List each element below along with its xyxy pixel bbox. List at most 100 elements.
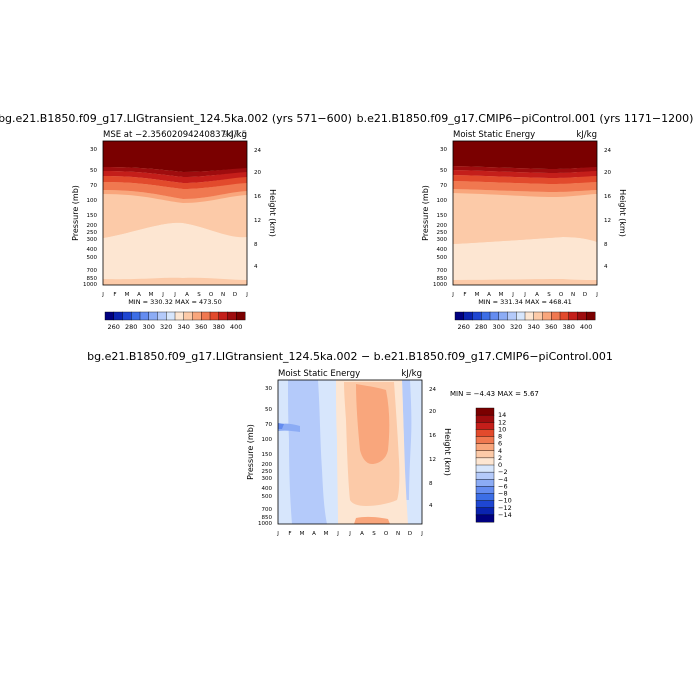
panel-3-xtick: A xyxy=(360,531,364,537)
colorbar-label: 8 xyxy=(498,433,502,441)
colorbar-label: 4 xyxy=(498,447,502,455)
colorbar-swatch xyxy=(475,422,495,430)
colorbar-label: 340 xyxy=(178,323,190,331)
panel-3-xtick: O xyxy=(384,531,389,537)
panel-1-band-340 xyxy=(103,194,247,238)
panel-1-plot xyxy=(103,141,247,285)
panel-1-ytick: 30 xyxy=(90,147,97,153)
colorbar-swatch xyxy=(201,311,211,321)
colorbar-swatch xyxy=(475,407,495,416)
colorbar-swatch xyxy=(148,311,158,321)
panel-2-ytick: 50 xyxy=(440,168,447,174)
colorbar-label: 400 xyxy=(230,323,242,331)
panel-2-band-bottom xyxy=(453,279,597,285)
panel-1-ytick-right: 8 xyxy=(254,242,258,248)
colorbar-swatch xyxy=(551,311,561,321)
panel-1-xtick: A xyxy=(137,292,141,298)
colorbar-swatch xyxy=(122,311,132,321)
colorbar-swatch xyxy=(516,311,526,321)
panel-3-xtick: J xyxy=(348,531,351,537)
panel-2-frame xyxy=(452,140,598,286)
panel-1-x-axis: J F M A M J J A S O N D J xyxy=(101,292,248,298)
panel-2-xtick: N xyxy=(571,292,575,298)
panel-3-xtick: M xyxy=(324,531,329,537)
colorbar-label: −10 xyxy=(498,497,512,505)
panel-1: bg.e21.B1850.f09_g17.LIGtransient_124.5k… xyxy=(0,112,352,331)
panel-2-ytick: 250 xyxy=(437,230,448,236)
panel-1-ytick: 50 xyxy=(90,168,97,174)
colorbar-swatch xyxy=(489,311,500,321)
colorbar-label: 340 xyxy=(528,323,540,331)
panel-3-subtitle-right: kJ/kg xyxy=(401,369,422,379)
panel-1-xtick: M xyxy=(149,292,154,298)
colorbar-swatch xyxy=(472,311,482,321)
panel-1-ytick: 300 xyxy=(87,237,98,243)
panel-1-y-right-axis: 24 20 16 12 8 4 Height (km) xyxy=(254,148,277,270)
colorbar-label: 320 xyxy=(510,323,522,331)
colorbar-swatch xyxy=(475,450,495,459)
panel-1-y-axis: 30 50 70 100 150 200 250 300 400 500 700… xyxy=(71,147,97,288)
colorbar-swatch xyxy=(174,311,185,321)
panel-1-ytick: 500 xyxy=(87,255,98,261)
colorbar-swatch xyxy=(577,311,587,321)
panel-1-xtick: A xyxy=(185,292,189,298)
panel-3-xtick: F xyxy=(288,531,291,537)
panel-1-xtick: J xyxy=(161,292,164,298)
panel-3-xtick: J xyxy=(420,531,423,537)
panel-2-x-axis: J F M A M J J A S O N D J xyxy=(451,292,598,298)
colorbar-swatch xyxy=(475,500,495,509)
panel-3-blue-deep xyxy=(278,423,284,429)
colorbar-label: 380 xyxy=(213,323,225,331)
panel-3-title: bg.e21.B1850.f09_g17.LIGtransient_124.5k… xyxy=(87,350,613,363)
colorbar-swatch xyxy=(475,507,495,516)
panel-1-ytick: 400 xyxy=(87,247,98,253)
panel-3-ytick: 50 xyxy=(265,407,272,413)
panel-3-blue-mid xyxy=(278,423,300,432)
colorbar-swatch xyxy=(475,514,495,523)
colorbar-label: −8 xyxy=(498,490,508,498)
panel-3-xtick: D xyxy=(408,531,412,537)
panel-3-ytick-right: 8 xyxy=(429,481,433,487)
panel-3-ytick-right: 20 xyxy=(429,409,436,415)
colorbar-label: 320 xyxy=(160,323,172,331)
panel-1-band-370 xyxy=(103,176,247,189)
panel-2-xtick: D xyxy=(583,292,587,298)
panel-2-band-390 xyxy=(453,166,597,173)
panel-1-ytick: 70 xyxy=(90,183,97,189)
panel-1-xtick: S xyxy=(197,292,201,298)
panel-3-ytick: 150 xyxy=(262,452,273,458)
colorbar-swatch xyxy=(104,311,115,321)
colorbar-swatch xyxy=(498,311,508,321)
colorbar-swatch xyxy=(475,436,495,445)
panel-3-xtick: J xyxy=(336,531,339,537)
colorbar-swatch xyxy=(586,311,596,321)
panel-3-ytick-right: 4 xyxy=(429,503,433,509)
panel-2-ytick-right: 20 xyxy=(604,170,611,176)
panel-2-min-max: MIN = 331.34 MAX = 468.41 xyxy=(478,298,572,306)
colorbar-swatch xyxy=(475,479,495,487)
colorbar-label: −4 xyxy=(498,475,508,483)
colorbar-label: 300 xyxy=(493,323,505,331)
colorbar-label: 10 xyxy=(498,425,506,433)
colorbar-swatch xyxy=(559,311,570,321)
colorbar-swatch xyxy=(475,464,495,473)
colorbar-swatch xyxy=(568,311,578,321)
panel-2-ylabel-right: Height (km) xyxy=(618,189,627,237)
panel-2-ytick: 700 xyxy=(437,268,448,274)
panel-2-ytick: 200 xyxy=(437,223,448,229)
panel-2-xtick: J xyxy=(595,292,598,298)
panel-1-band-360 xyxy=(103,182,247,199)
panel-2-xtick: M xyxy=(475,292,480,298)
panel-2-ytick-right: 4 xyxy=(604,264,608,270)
panel-1-xtick: M xyxy=(125,292,130,298)
panel-2-band-380 xyxy=(453,170,597,178)
panel-2-subtitle-right: kJ/kg xyxy=(576,130,597,140)
panel-2-ytick-right: 16 xyxy=(604,194,611,200)
panel-3: bg.e21.B1850.f09_g17.LIGtransient_124.5k… xyxy=(87,350,613,537)
colorbar-label: −12 xyxy=(498,504,512,512)
colorbar-label: 6 xyxy=(498,440,502,448)
panel-2: b.e21.B1850.f09_g17.CMIP6−piControl.001 … xyxy=(357,112,694,331)
panel-1-ytick: 850 xyxy=(87,276,98,282)
panel-2-band-360 xyxy=(453,181,597,192)
colorbar-swatch xyxy=(113,311,123,321)
